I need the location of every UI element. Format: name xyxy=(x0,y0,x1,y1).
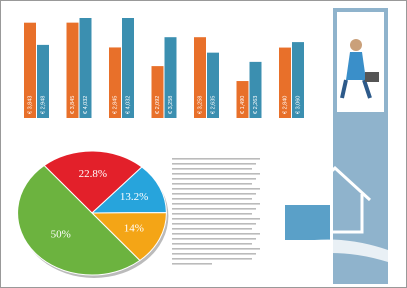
text-line xyxy=(172,208,256,210)
pie-label: 22.8% xyxy=(79,168,107,180)
text-line xyxy=(172,253,256,255)
text-line xyxy=(172,193,256,195)
text-line xyxy=(172,218,260,220)
text-line xyxy=(172,248,260,250)
bar-value-label: € 2,948 xyxy=(40,96,46,114)
bar-value-label: € 3,845 xyxy=(70,96,76,114)
text-line xyxy=(172,178,256,180)
bar-value-label: € 1,490 xyxy=(240,96,246,114)
text-line xyxy=(172,228,252,230)
bar-value-label: € 2,635 xyxy=(210,96,216,114)
text-line xyxy=(172,233,260,235)
bar-value-label: € 3,258 xyxy=(168,96,174,114)
bar-value-label: € 4,032 xyxy=(83,96,89,114)
text-line xyxy=(172,213,252,215)
text-line xyxy=(172,173,260,175)
text-line xyxy=(172,158,260,160)
house-block xyxy=(285,205,330,240)
pie-label: 50% xyxy=(51,228,71,240)
bar-value-label: € 2,840 xyxy=(282,96,288,114)
pie-label: 13.2% xyxy=(120,191,148,203)
bar-value-label: € 2,845 xyxy=(112,96,118,114)
bar-value-label: € 2,092 xyxy=(155,96,161,114)
text-line xyxy=(172,203,260,205)
bar-value-label: € 3,258 xyxy=(197,96,203,114)
text-line xyxy=(172,258,252,260)
photo-object xyxy=(365,72,379,82)
text-line xyxy=(172,183,252,185)
text-line xyxy=(172,198,252,200)
page: € 3,843 € 3,845 € 2,845 € 2,092 € 3,258 € 1,4… xyxy=(0,0,407,288)
photo-figure xyxy=(350,39,362,51)
text-line xyxy=(172,168,252,170)
text-line xyxy=(172,243,252,245)
text-line xyxy=(172,223,256,225)
text-line xyxy=(172,263,212,265)
text-line xyxy=(172,163,256,165)
pie-label: 14% xyxy=(124,223,144,235)
bar-value-label: € 3,060 xyxy=(295,96,301,114)
text-line xyxy=(172,188,260,190)
text-line xyxy=(172,238,256,240)
bar-value-label: € 4,032 xyxy=(125,96,131,114)
bar-value-label: € 3,843 xyxy=(27,96,33,114)
bar-value-label: € 2,263 xyxy=(253,96,259,114)
infographic: € 3,843 € 3,845 € 2,845 € 2,092 € 3,258 € 1,4… xyxy=(0,0,407,288)
